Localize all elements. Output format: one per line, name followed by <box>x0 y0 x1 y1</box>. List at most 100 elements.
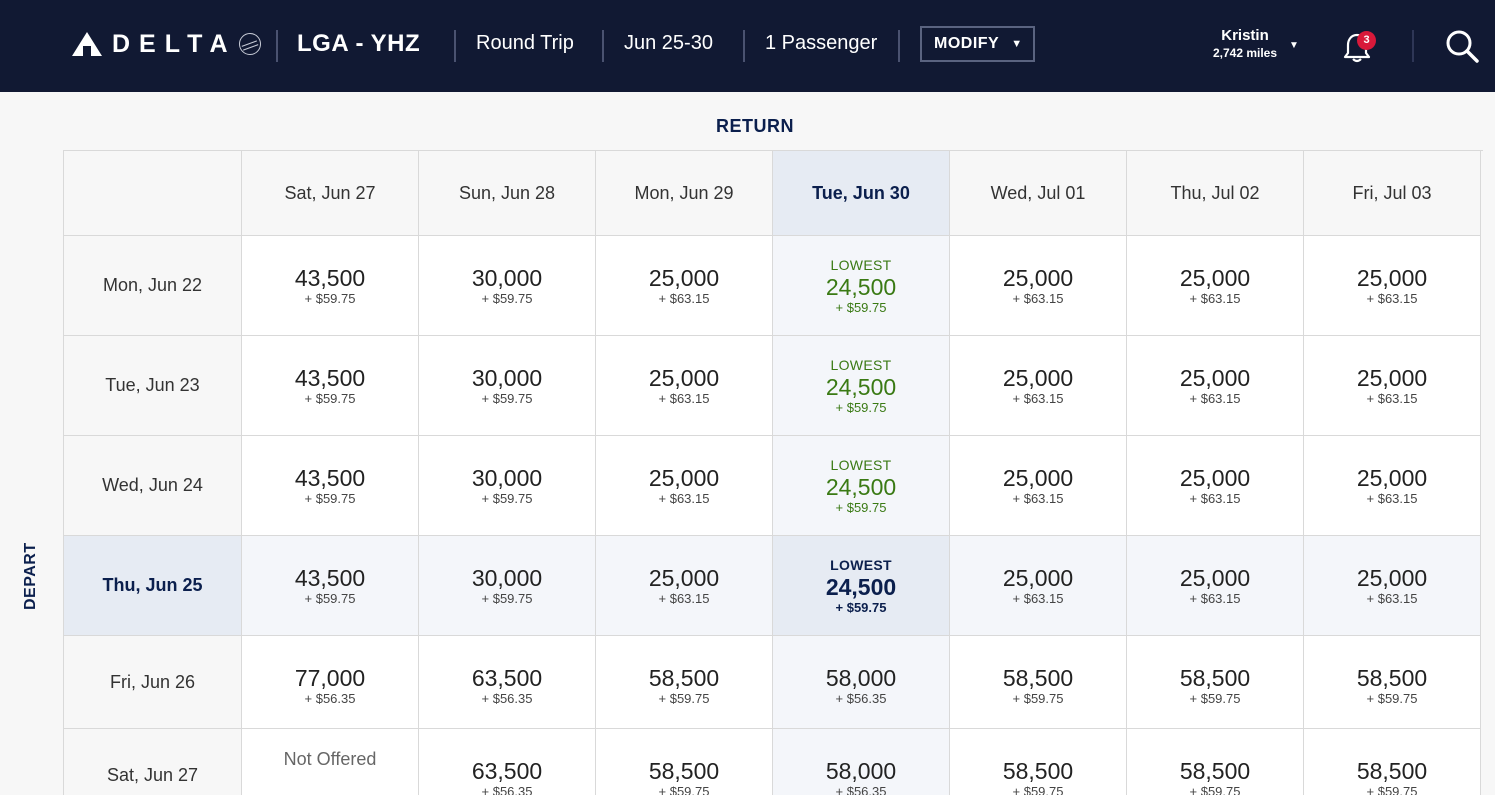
fare-cell[interactable]: 25,000 + $63.15 <box>950 236 1127 336</box>
depart-date-header[interactable]: Tue, Jun 23 <box>64 336 242 436</box>
fare-cell[interactable]: 58,500 + $59.75 <box>950 636 1127 729</box>
fare-cell[interactable]: 77,000 + $56.35 <box>242 636 419 729</box>
divider <box>276 30 278 62</box>
search-icon[interactable] <box>1444 28 1480 64</box>
fare-cell[interactable]: 43,500 + $59.75 <box>242 536 419 636</box>
depart-date-header[interactable]: Thu, Jun 25 <box>64 536 242 636</box>
fare-cell[interactable]: 43,500 + $59.75 <box>242 336 419 436</box>
fare-cell[interactable]: 30,000 + $59.75 <box>419 336 596 436</box>
lowest-fare-tag: LOWEST <box>830 256 892 273</box>
fare-cell[interactable]: LOWEST 24,500 + $59.75 <box>773 436 950 536</box>
fare-taxes-fees: + $59.75 <box>835 399 887 415</box>
travel-dates: Jun 25-30 <box>624 32 713 54</box>
fare-cell[interactable]: LOWEST 24,500 + $59.75 <box>773 536 950 636</box>
fare-cell[interactable]: 25,000 + $63.15 <box>1304 236 1481 336</box>
fare-cell[interactable]: LOWEST 24,500 + $59.75 <box>773 236 950 336</box>
modify-label: MODIFY <box>934 35 1000 52</box>
fare-cell[interactable]: 25,000 + $63.15 <box>1304 336 1481 436</box>
fare-cell[interactable]: 25,000 + $63.15 <box>1304 536 1481 636</box>
depart-date-header[interactable]: Sat, Jun 27 <box>64 729 242 795</box>
fare-taxes-fees: + $63.15 <box>1012 290 1064 306</box>
fare-cell[interactable]: 25,000 + $63.15 <box>1304 436 1481 536</box>
delta-logo[interactable]: DELTA <box>72 30 261 58</box>
fare-cell[interactable]: 25,000 + $63.15 <box>950 436 1127 536</box>
fare-cell[interactable]: 58,500 + $59.75 <box>950 729 1127 795</box>
fare-cell[interactable]: 25,000 + $63.15 <box>596 336 773 436</box>
user-name: Kristin <box>1221 27 1269 44</box>
fare-cell[interactable]: 58,500 + $59.75 <box>1127 636 1304 729</box>
fare-cell[interactable]: Not Offered <box>242 729 419 795</box>
fare-taxes-fees: + $59.75 <box>481 490 533 506</box>
fare-miles: 25,000 <box>1356 364 1428 391</box>
fare-miles: 25,000 <box>648 464 720 491</box>
return-date-header[interactable]: Sun, Jun 28 <box>419 151 596 236</box>
fare-cell[interactable]: 58,000 + $56.35 <box>773 636 950 729</box>
fare-miles: 30,000 <box>471 464 543 491</box>
fare-cell[interactable]: 30,000 + $59.75 <box>419 236 596 336</box>
fare-miles: 58,500 <box>648 758 720 784</box>
fare-cell[interactable]: LOWEST 24,500 + $59.75 <box>773 336 950 436</box>
depart-date-header[interactable]: Fri, Jun 26 <box>64 636 242 729</box>
fare-taxes-fees: + $56.35 <box>304 691 356 706</box>
return-date-header[interactable]: Wed, Jul 01 <box>950 151 1127 236</box>
fare-cell[interactable]: 30,000 + $59.75 <box>419 436 596 536</box>
fare-taxes-fees: + $59.75 <box>304 290 356 306</box>
fare-taxes-fees: + $63.15 <box>1366 390 1418 406</box>
fare-taxes-fees: + $59.75 <box>1189 784 1241 795</box>
fare-cell[interactable]: 25,000 + $63.15 <box>1127 336 1304 436</box>
fare-cell[interactable]: 58,500 + $59.75 <box>596 729 773 795</box>
fare-miles: 25,000 <box>1179 364 1251 391</box>
fare-cell[interactable]: 58,500 + $59.75 <box>1304 729 1481 795</box>
fare-miles: 58,500 <box>1179 758 1251 784</box>
fare-cell[interactable]: 25,000 + $63.15 <box>1127 236 1304 336</box>
modify-search-button[interactable]: MODIFY ▼ <box>920 26 1035 62</box>
fare-miles: 25,000 <box>1356 464 1428 491</box>
fare-miles: 30,000 <box>471 564 543 591</box>
fare-cell[interactable]: 43,500 + $59.75 <box>242 236 419 336</box>
fare-taxes-fees: + $59.75 <box>658 784 710 795</box>
return-date-header[interactable]: Thu, Jul 02 <box>1127 151 1304 236</box>
fare-taxes-fees: + $63.15 <box>1012 490 1064 506</box>
fare-cell[interactable]: 43,500 + $59.75 <box>242 436 419 536</box>
depart-date-row: Tue, Jun 23 43,500 + $59.75 30,000 + $59.75 2… <box>64 336 1483 436</box>
fare-taxes-fees: + $59.75 <box>481 590 533 606</box>
fare-cell[interactable]: 25,000 + $63.15 <box>1127 536 1304 636</box>
return-date-header[interactable]: Fri, Jul 03 <box>1304 151 1481 236</box>
fare-miles: 58,500 <box>1179 665 1251 691</box>
return-dates-header-row: Sat, Jun 27 Sun, Jun 28 Mon, Jun 29 Tue, Ju… <box>64 151 1483 236</box>
fare-cell[interactable]: 25,000 + $63.15 <box>596 236 773 336</box>
fare-cell[interactable]: 30,000 + $59.75 <box>419 536 596 636</box>
fare-cell[interactable]: 58,500 + $59.75 <box>1304 636 1481 729</box>
fare-miles: 58,500 <box>648 665 720 691</box>
fare-taxes-fees: + $63.15 <box>1012 390 1064 406</box>
depart-date-header[interactable]: Wed, Jun 24 <box>64 436 242 536</box>
fare-taxes-fees: + $59.75 <box>1366 691 1418 706</box>
user-miles-balance: 2,742 miles <box>1212 46 1278 60</box>
return-date-header[interactable]: Tue, Jun 30 <box>773 151 950 236</box>
fare-miles: 43,500 <box>294 564 366 591</box>
fare-cell[interactable]: 25,000 + $63.15 <box>950 336 1127 436</box>
fare-taxes-fees: + $56.35 <box>835 784 887 795</box>
fare-taxes-fees: + $63.15 <box>1189 390 1241 406</box>
fare-taxes-fees: + $63.15 <box>658 590 710 606</box>
fare-cell[interactable]: 58,500 + $59.75 <box>1127 729 1304 795</box>
fare-cell[interactable]: 25,000 + $63.15 <box>1127 436 1304 536</box>
return-date-header[interactable]: Mon, Jun 29 <box>596 151 773 236</box>
return-date-header[interactable]: Sat, Jun 27 <box>242 151 419 236</box>
fare-miles: 25,000 <box>648 264 720 291</box>
fare-taxes-fees: + $56.35 <box>481 691 533 706</box>
account-menu[interactable]: Kristin 2,742 miles <box>1205 27 1285 60</box>
fare-cell[interactable]: 25,000 + $63.15 <box>596 536 773 636</box>
depart-date-header[interactable]: Mon, Jun 22 <box>64 236 242 336</box>
fare-miles: 25,000 <box>1356 264 1428 291</box>
fare-cell[interactable]: 25,000 + $63.15 <box>596 436 773 536</box>
fare-cell[interactable]: 63,500 + $56.35 <box>419 636 596 729</box>
lowest-fare-tag: LOWEST <box>830 456 892 473</box>
fare-cell[interactable]: 58,000 + $56.35 <box>773 729 950 795</box>
fare-cell[interactable]: 25,000 + $63.15 <box>950 536 1127 636</box>
fare-miles: 58,500 <box>1356 758 1428 784</box>
fare-cell[interactable]: 58,500 + $59.75 <box>596 636 773 729</box>
caret-down-icon[interactable]: ▼ <box>1289 40 1299 51</box>
fare-cell[interactable]: 63,500 + $56.35 <box>419 729 596 795</box>
fare-taxes-fees: + $59.75 <box>1012 784 1064 795</box>
